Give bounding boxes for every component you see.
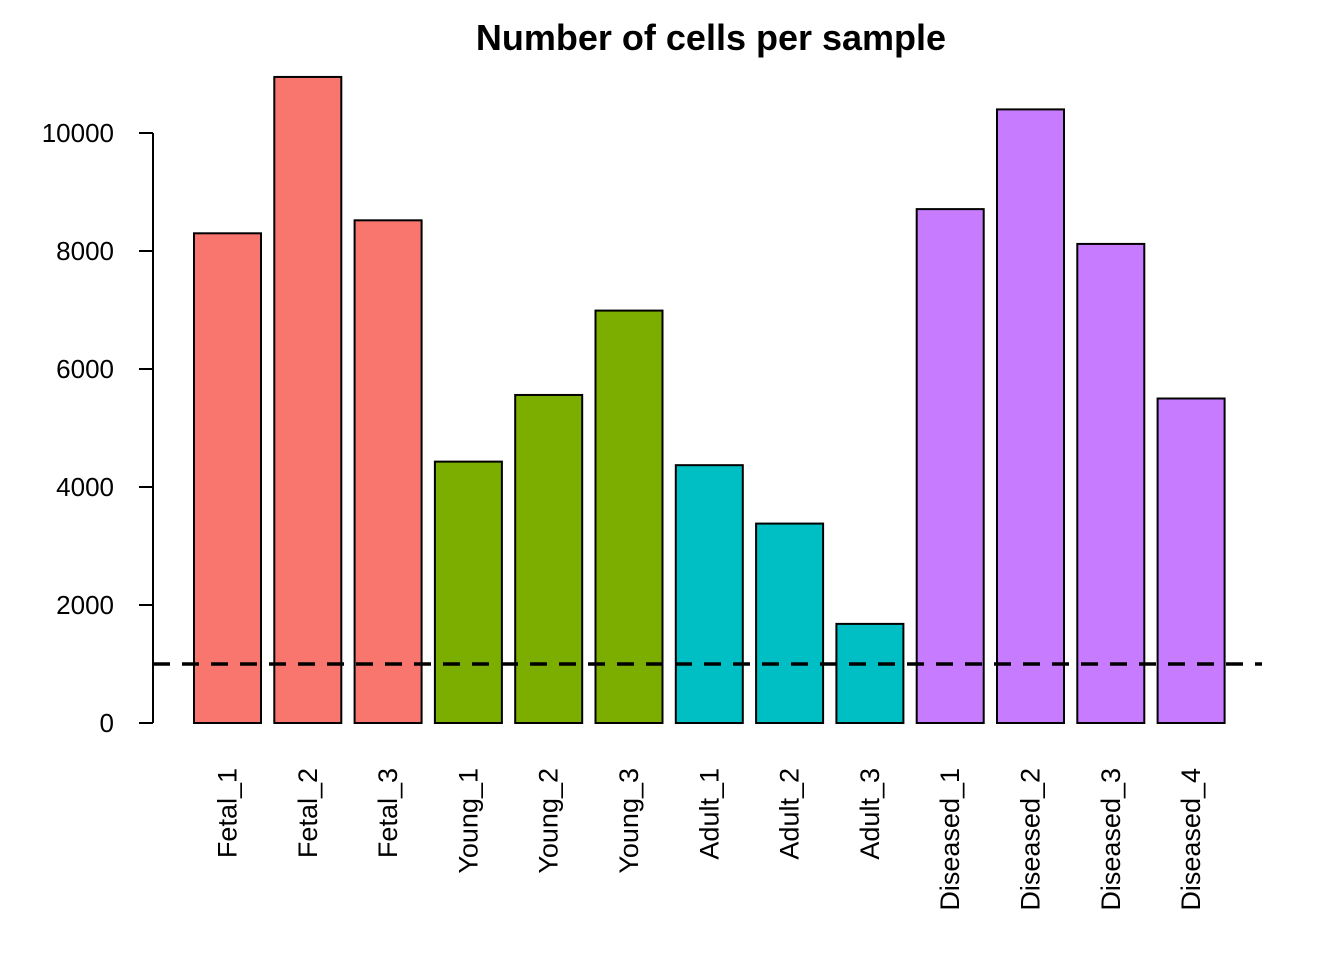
x-tick-label: Fetal_2 xyxy=(293,768,323,858)
bar-adult-3 xyxy=(835,622,905,725)
bar-adult-1 xyxy=(674,464,744,724)
x-tick-label: Young_3 xyxy=(614,768,644,874)
x-tick-label: Diseased_1 xyxy=(935,768,965,911)
bar-diseased-4 xyxy=(1156,397,1226,724)
chart-title: Number of cells per sample xyxy=(476,17,946,58)
bar-fetal-1 xyxy=(193,232,262,725)
y-tick-label: 4000 xyxy=(56,472,114,502)
x-tick-label: Fetal_3 xyxy=(373,768,403,858)
y-tick-label: 0 xyxy=(100,708,114,738)
bar-diseased-1 xyxy=(915,208,985,725)
x-tick-label: Fetal_1 xyxy=(213,768,243,858)
y-tick-label: 2000 xyxy=(56,590,114,620)
bar-diseased-3 xyxy=(1076,242,1146,724)
x-tick-label: Adult_3 xyxy=(855,768,885,860)
bar-fetal-2 xyxy=(273,75,343,724)
x-axis-labels: Fetal_1 Fetal_2 Fetal_3 Young_1 Young_2 Young… xyxy=(213,768,1207,911)
y-tick-label: 6000 xyxy=(56,354,114,384)
x-tick-label: Young_1 xyxy=(453,768,483,874)
y-axis: 0 2000 4000 6000 8000 10000 xyxy=(42,118,154,738)
x-tick-label: Diseased_3 xyxy=(1096,768,1126,911)
x-tick-label: Diseased_4 xyxy=(1176,768,1206,911)
bars-group xyxy=(193,75,1226,725)
x-tick-label: Diseased_2 xyxy=(1016,768,1046,911)
x-tick-label: Young_2 xyxy=(534,768,564,874)
y-tick-label: 10000 xyxy=(42,118,114,148)
bar-fetal-3 xyxy=(353,219,423,724)
y-tick-label: 8000 xyxy=(56,236,114,266)
x-tick-label: Adult_1 xyxy=(694,768,724,860)
x-tick-label: Adult_2 xyxy=(775,768,805,860)
bar-diseased-2 xyxy=(996,108,1065,724)
bar-young-1 xyxy=(433,460,503,724)
bar-young-2 xyxy=(514,393,584,724)
bar-young-3 xyxy=(594,309,664,724)
bar-adult-2 xyxy=(755,522,825,725)
